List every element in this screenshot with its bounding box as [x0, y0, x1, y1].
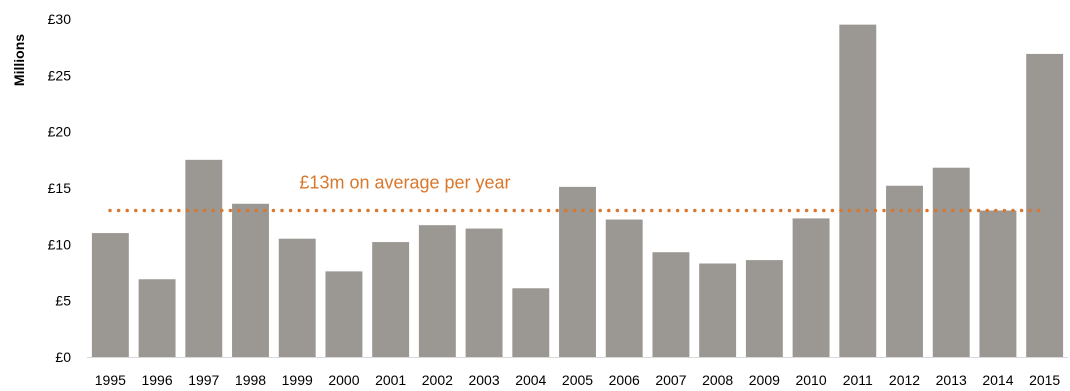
x-tick-label: 1995	[95, 372, 126, 388]
bar-2002	[418, 225, 456, 357]
x-tick-label: 2002	[422, 372, 453, 388]
bar-2008	[699, 263, 737, 357]
y-axis-title: Millions	[11, 34, 27, 86]
y-tick-label: £0	[55, 349, 71, 365]
x-tick-label: 2012	[889, 372, 920, 388]
bar-2013	[932, 167, 970, 357]
bar-1996	[138, 279, 176, 357]
x-tick-label: 2014	[982, 372, 1013, 388]
bar-2000	[325, 271, 363, 357]
y-tick-label: £25	[48, 67, 72, 83]
x-tick-label: 2011	[843, 372, 873, 388]
y-tick-label: £15	[48, 180, 72, 196]
x-tick-label: 2007	[655, 372, 686, 388]
bar-2015	[1026, 53, 1064, 357]
x-tick-label: 2013	[936, 372, 967, 388]
bar-2003	[465, 228, 503, 357]
x-tick-label: 2010	[795, 372, 826, 388]
bar-2004	[512, 288, 550, 357]
bar-2010	[792, 218, 830, 357]
x-tick-label: 2015	[1029, 372, 1060, 388]
x-axis-ticks: 1995 1996 1997 1998 1999 2000 2001 2002 2003 2004…	[95, 372, 1061, 388]
x-tick-label: 2008	[702, 372, 733, 388]
x-tick-label: 2000	[328, 372, 359, 388]
bars	[91, 24, 1064, 358]
bar-2006	[605, 219, 643, 357]
y-tick-label: £20	[48, 124, 72, 140]
x-tick-label: 2001	[375, 372, 406, 388]
bar-1998	[232, 203, 269, 357]
x-tick-label: 1996	[141, 372, 172, 388]
y-tick-label: £10	[48, 236, 72, 252]
bar-1999	[278, 238, 316, 357]
bar-2014	[979, 210, 1017, 357]
average-annotation: £13m on average per year	[299, 173, 510, 193]
x-tick-label: 1998	[235, 372, 266, 388]
bar-2009	[745, 260, 783, 357]
y-axis-ticks: £0 £5 £10 £15 £20 £25 £30	[48, 11, 72, 365]
bar-1997	[185, 159, 223, 357]
x-tick-label: 2003	[468, 372, 499, 388]
bar-2012	[886, 185, 923, 357]
y-tick-label: £30	[48, 11, 72, 27]
bar-2007	[652, 252, 690, 357]
bar-2005	[559, 186, 596, 357]
bar-2001	[372, 242, 410, 357]
y-tick-label: £5	[55, 293, 71, 309]
bar-2011	[839, 24, 877, 358]
bar-1995	[91, 233, 129, 357]
x-tick-label: 1999	[282, 372, 313, 388]
x-tick-label: 2006	[609, 372, 640, 388]
x-tick-label: 2005	[562, 372, 593, 388]
x-tick-label: 1997	[188, 372, 219, 388]
x-tick-label: 2004	[515, 372, 546, 388]
x-tick-label: 2009	[749, 372, 780, 388]
